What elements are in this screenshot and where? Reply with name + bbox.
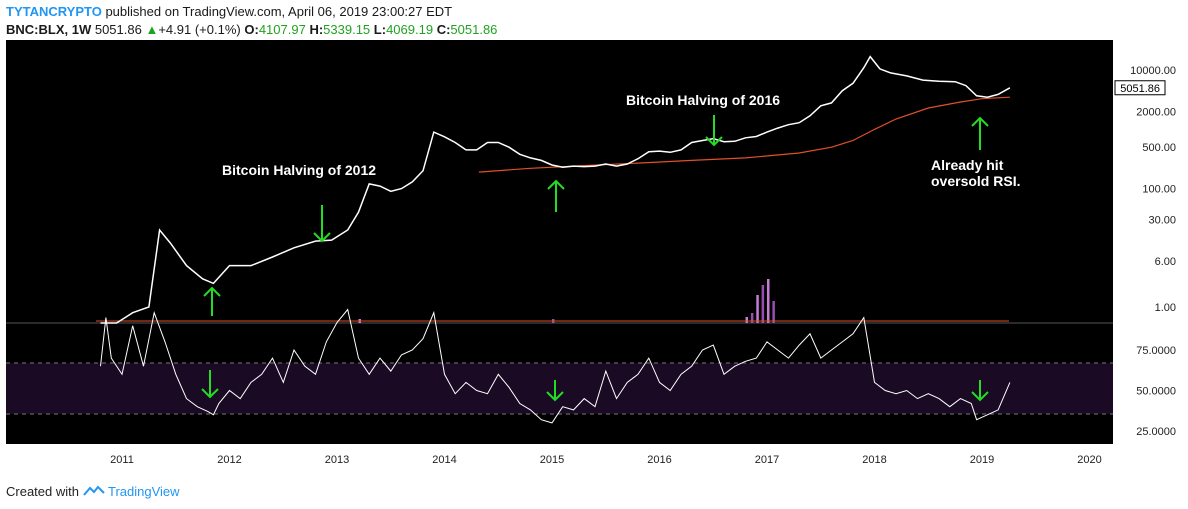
created-with-text: Created with [6, 484, 79, 499]
time-tick-label: 2020 [1077, 454, 1101, 466]
close-value: 5051.86 [450, 22, 498, 37]
annotation-text: Already hit [931, 157, 1004, 173]
change-value: +4.91 (+0.1%) [158, 22, 241, 37]
last-price-tag: 5051.86 [1114, 80, 1166, 96]
footer: Created with TradingView [6, 484, 180, 499]
ohlc-line: BNC:BLX, 1W 5051.86 ▲+4.91 (+0.1%) O:410… [6, 22, 497, 37]
high-value: 5339.15 [323, 22, 371, 37]
tradingview-logo-icon [82, 484, 108, 499]
arrow-down-icon [705, 115, 723, 147]
price-axis-background [1113, 40, 1182, 472]
published-text: published on TradingView.com, April 06, … [105, 4, 453, 19]
volume-bar [750, 313, 754, 323]
price-tick-label: 30.00 [1148, 215, 1176, 227]
price-tick-label: 500.00 [1142, 142, 1176, 154]
arrow-up-icon [971, 116, 989, 150]
arrow-up-icon [547, 179, 565, 212]
publish-line: TYTANCRYPTO published on TradingView.com… [6, 4, 452, 19]
annotations: Bitcoin Halving of 2012 Bitcoin Halving o… [201, 92, 1020, 402]
low-value: 4069.19 [386, 22, 434, 37]
volume-bar [772, 301, 775, 323]
annotation-text: oversold RSI. [931, 173, 1020, 189]
arrow-down-icon [546, 380, 564, 402]
last-price: 5051.86 [94, 22, 142, 37]
time-tick-label: 2013 [325, 454, 349, 466]
time-tick-label: 2011 [110, 454, 134, 466]
volume-bar [767, 279, 770, 323]
volume-bar [756, 295, 759, 323]
symbol-label[interactable]: BNC:BLX, 1W [6, 22, 92, 37]
change-up-icon: ▲ [145, 22, 159, 37]
time-tick-label: 2019 [970, 454, 994, 466]
annotation-text: Bitcoin Halving of 2016 [626, 92, 780, 108]
high-label: H: [309, 22, 324, 37]
arrow-up-icon [203, 286, 221, 316]
rsi-tick-label: 75.0000 [1136, 345, 1176, 357]
chart-svg[interactable]: Bitcoin Halving of 2012 Bitcoin Halving o… [6, 24, 1182, 472]
arrow-down-icon [313, 205, 331, 243]
rsi-band [6, 363, 1113, 414]
price-tick-label: 10000.00 [1130, 65, 1176, 77]
time-tick-label: 2014 [432, 454, 456, 466]
price-tick-label: 1.00 [1155, 302, 1176, 314]
volume-bar [761, 285, 765, 323]
price-tag-box [1114, 80, 1166, 96]
price-tag-label: 5051.86 [1120, 83, 1160, 95]
time-tick-label: 2018 [862, 454, 886, 466]
tradingview-link[interactable]: TradingView [108, 484, 180, 499]
time-tick-label: 2012 [217, 454, 241, 466]
price-tick-label: 2000.00 [1136, 107, 1176, 119]
arrow-down-icon [201, 370, 219, 399]
chart-area[interactable]: Bitcoin Halving of 2012 Bitcoin Halving o… [6, 24, 1182, 472]
arrow-down-icon [971, 380, 989, 402]
open-label: O: [244, 22, 259, 37]
low-label: L: [373, 22, 387, 37]
annotation-text: Bitcoin Halving of 2012 [222, 162, 376, 178]
rsi-line [100, 308, 1011, 424]
time-tick-label: 2017 [755, 454, 779, 466]
rsi-tick-label: 50.0000 [1136, 386, 1176, 398]
time-axis-background [6, 444, 1182, 472]
volume-bar [745, 317, 748, 323]
volume-bars [96, 279, 1009, 323]
price-tick-label: 100.00 [1142, 184, 1176, 196]
price-line [100, 55, 1011, 324]
author-link[interactable]: TYTANCRYPTO [6, 4, 102, 19]
time-tick-label: 2015 [540, 454, 564, 466]
rsi-tick-label: 25.0000 [1136, 426, 1176, 438]
close-label: C: [436, 22, 451, 37]
open-value: 4107.97 [258, 22, 306, 37]
price-tick-label: 6.00 [1155, 256, 1176, 268]
time-tick-label: 2016 [647, 454, 671, 466]
